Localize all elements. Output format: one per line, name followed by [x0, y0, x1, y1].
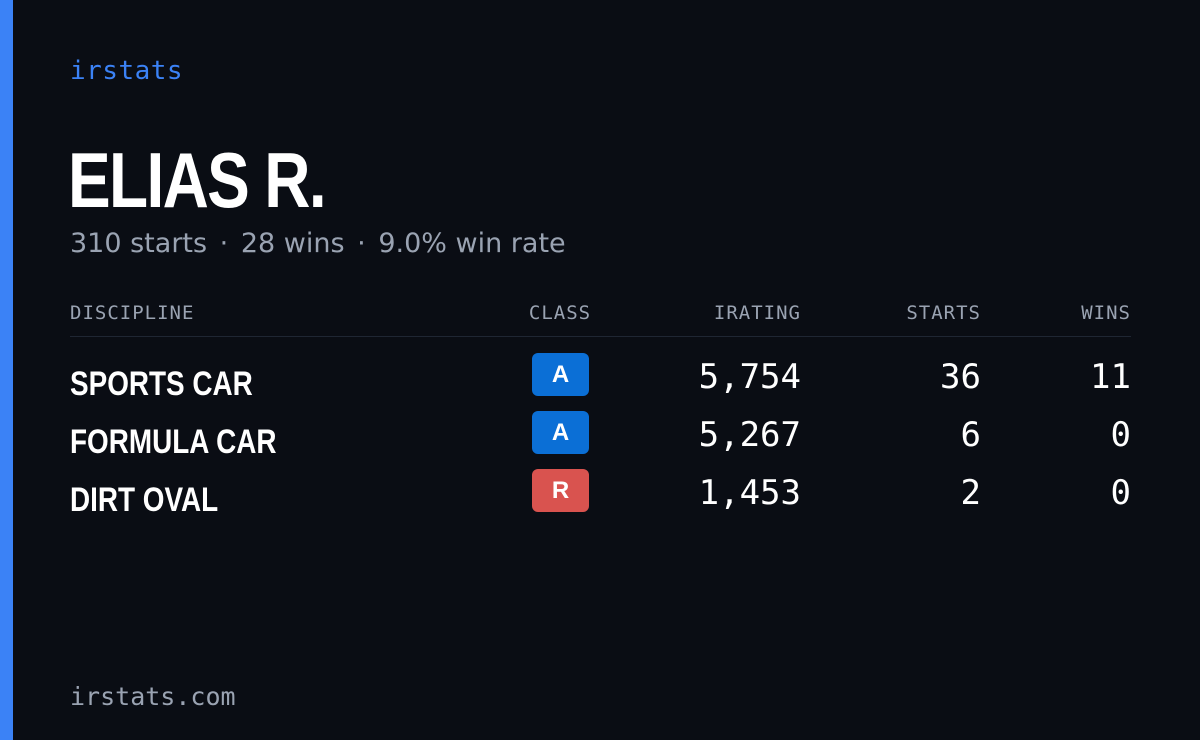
license-table: DISCIPLINE CLASS IRATING STARTS WINS SPO… [70, 298, 1131, 527]
wins-value: 0 [1111, 415, 1131, 455]
irating-value: 1,453 [699, 473, 801, 513]
driver-name: ELIAS R. [68, 140, 325, 220]
table-row: DIRT OVAL R 1,453 2 0 [70, 469, 1131, 527]
table-header: DISCIPLINE CLASS IRATING STARTS WINS [70, 298, 1131, 337]
wins-value: 0 [1111, 473, 1131, 513]
table-row: FORMULA CAR A 5,267 6 0 [70, 411, 1131, 469]
irating-value: 5,754 [699, 357, 801, 397]
starts-value: 6 [961, 415, 981, 455]
table-row: SPORTS CAR A 5,754 36 11 [70, 353, 1131, 411]
brand-logo[interactable]: irstats [70, 56, 183, 86]
driver-summary: 310 starts · 28 wins · 9.0% win rate [70, 228, 566, 259]
wins-value: 11 [1090, 357, 1131, 397]
summary-separator: · [216, 228, 233, 259]
footer-url[interactable]: irstats.com [70, 682, 236, 711]
header-irating: IRATING [714, 302, 801, 324]
starts-value: 36 [940, 357, 981, 397]
license-class-badge: A [532, 353, 589, 396]
discipline-name: DIRT OVAL [70, 481, 218, 520]
summary-wins: 28 wins [241, 228, 345, 259]
summary-separator: · [353, 228, 370, 259]
license-class-badge: A [532, 411, 589, 454]
discipline-name: FORMULA CAR [70, 423, 276, 462]
accent-bar [0, 0, 13, 740]
header-discipline: DISCIPLINE [70, 302, 194, 324]
table-body: SPORTS CAR A 5,754 36 11 FORMULA CAR A 5… [70, 337, 1131, 527]
summary-starts: 310 starts [70, 228, 207, 259]
discipline-name: SPORTS CAR [70, 365, 253, 404]
license-class-badge: R [532, 469, 589, 512]
irating-value: 5,267 [699, 415, 801, 455]
header-class: CLASS [510, 302, 610, 324]
starts-value: 2 [961, 473, 981, 513]
summary-win-rate: 9.0% win rate [378, 228, 565, 259]
header-wins: WINS [1081, 302, 1131, 324]
header-starts: STARTS [906, 302, 981, 324]
